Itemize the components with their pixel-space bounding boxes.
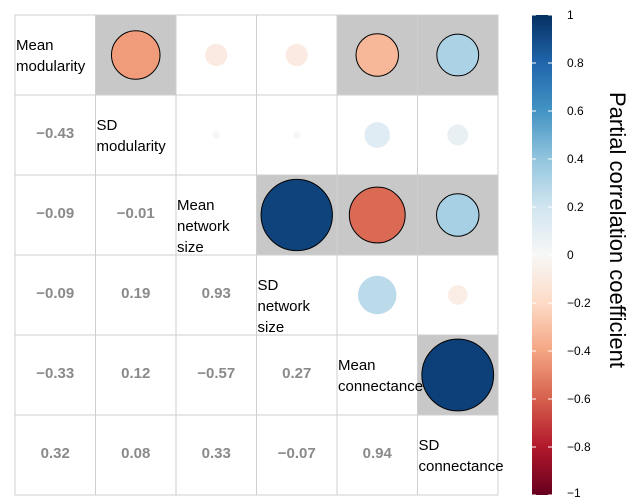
- correlation-value: 0.94: [362, 445, 392, 462]
- correlation-circle: [205, 43, 228, 67]
- cell: [95, 174, 177, 256]
- correlation-value: 0.27: [282, 365, 312, 382]
- correlation-circle: [447, 124, 469, 146]
- correlation-value: 0.32: [40, 445, 70, 462]
- variable-label: SD connectance: [418, 437, 504, 475]
- correlation-circle: [447, 285, 468, 305]
- correlation-circle: [212, 131, 220, 139]
- correlation-circle: [293, 131, 301, 139]
- cell: [336, 334, 418, 416]
- variable-label: SD modularity: [96, 117, 166, 155]
- correlation-value: −0.07: [277, 445, 316, 462]
- colorbar-tick-label: −0.4: [567, 344, 591, 358]
- correlation-value: −0.33: [36, 365, 75, 382]
- variable-label: Mean modularity: [16, 37, 86, 75]
- cell: [175, 334, 257, 416]
- correlation-value: −0.43: [36, 125, 75, 142]
- correlation-value: −0.09: [36, 285, 75, 302]
- correlation-value: 0.19: [121, 285, 151, 302]
- cell: [336, 414, 418, 496]
- variable-label: Mean network size: [177, 197, 230, 256]
- correlation-circle: [285, 43, 308, 67]
- colorbar-tick-label: −0.8: [567, 440, 591, 454]
- colorbar-tick-label: 0.8: [567, 56, 584, 70]
- correlation-circle: [260, 178, 333, 252]
- correlation-value: 0.12: [121, 365, 151, 382]
- cell: [14, 254, 96, 336]
- correlation-value: 0.93: [201, 285, 231, 302]
- correlation-circle: [110, 30, 161, 80]
- correlation-value: 0.33: [201, 445, 231, 462]
- correlation-circle: [358, 275, 397, 315]
- correlation-value: −0.57: [197, 365, 236, 382]
- variable-label: Mean connectance: [338, 357, 424, 395]
- correlation-circle: [348, 186, 406, 244]
- colorbar-title: Partial correlation coefficient: [605, 92, 630, 368]
- cell: [256, 414, 338, 496]
- colorbar-tick-label: 0: [567, 248, 574, 262]
- cell: [417, 414, 499, 496]
- cell: [175, 254, 257, 336]
- correlation-circle: [421, 338, 495, 412]
- variable-label: SD network size: [257, 277, 311, 336]
- colorbar-tick-label: −0.6: [567, 392, 591, 406]
- colorbar: [532, 15, 552, 495]
- cell: [14, 334, 96, 416]
- correlation-circle: [364, 122, 391, 148]
- cell: [14, 14, 96, 96]
- colorbar-tick-label: −1: [567, 486, 581, 500]
- colorbar-tick-label: −0.2: [567, 296, 591, 310]
- correlation-circle: [435, 193, 480, 237]
- correlation-value: −0.01: [116, 205, 155, 222]
- colorbar-tick-label: 0.6: [567, 104, 584, 118]
- cell: [14, 174, 96, 256]
- cell: [14, 414, 96, 496]
- cell: [256, 254, 338, 336]
- cell: [95, 254, 177, 336]
- correlation-value: −0.09: [36, 205, 75, 222]
- correlation-circle: [355, 33, 400, 77]
- colorbar-tick-label: 1: [567, 8, 574, 22]
- correlation-circle: [436, 33, 480, 77]
- colorbar-tick-label: 0.2: [567, 200, 584, 214]
- cell: [256, 334, 338, 416]
- colorbar-tick-label: 0.4: [567, 152, 584, 166]
- correlation-value: 0.08: [121, 445, 151, 462]
- cell: [95, 94, 177, 176]
